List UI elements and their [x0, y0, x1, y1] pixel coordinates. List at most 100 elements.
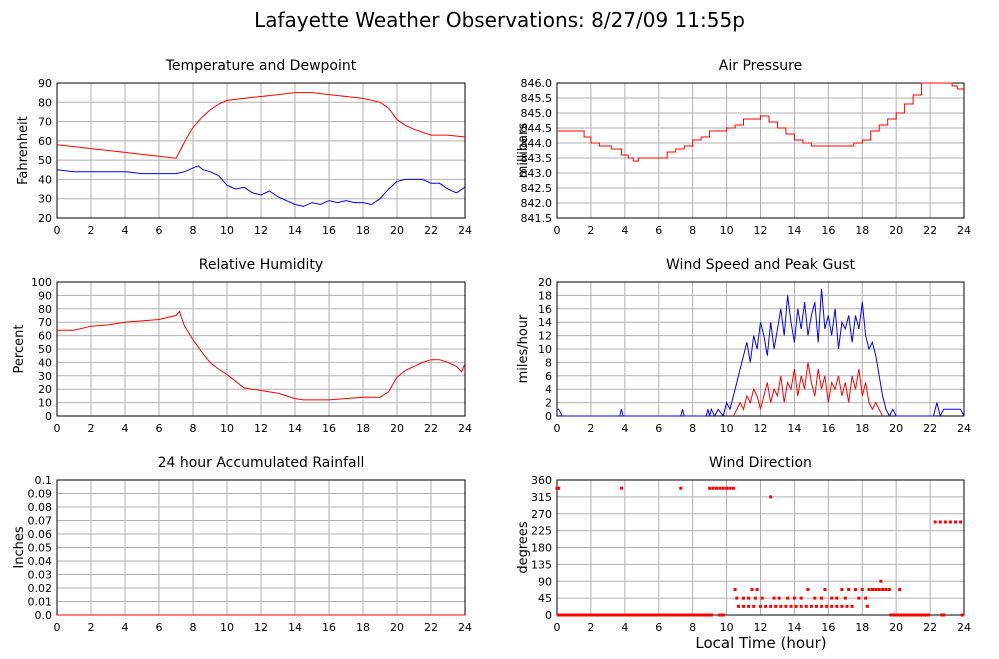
wind_direction-point [881, 588, 885, 591]
humidity-y-axis-label: Percent [12, 325, 27, 374]
pressure-chart-title: Air Pressure [719, 58, 802, 74]
wind_direction-point [865, 604, 869, 608]
wind_direction-point [843, 596, 847, 600]
wind_direction-point [759, 604, 762, 608]
wind_direction-point [853, 588, 857, 591]
humidity-x-tick-label: 2 [88, 422, 95, 435]
wind_direction-point [733, 588, 737, 591]
wind_direction-x-tick-label: 14 [787, 621, 801, 634]
humidity-x-tick-label: 22 [424, 422, 438, 435]
wind_direction-point [820, 604, 824, 608]
wind_direction-point [555, 486, 559, 490]
wind_direction-point [708, 486, 712, 490]
temperature-y-tick-label: 30 [38, 193, 52, 206]
wind_direction-point [860, 588, 864, 591]
wind_direction-point [728, 486, 732, 490]
wind_direction-x-tick-label: 24 [957, 621, 971, 634]
wind_direction-point [806, 588, 810, 591]
pressure-x-tick-label: 12 [754, 224, 768, 237]
wind_direction-point [789, 604, 793, 608]
temperature-y-axis-label: Fahrenheit [16, 116, 31, 185]
humidity-x-tick-label: 6 [156, 422, 163, 435]
wind_direction-point [799, 604, 803, 608]
rainfall-y-tick-label: 0.08 [28, 501, 53, 514]
wind_speed-y-tick-label: 16 [538, 303, 552, 316]
humidity-y-tick-label: 30 [38, 370, 52, 383]
humidity-x-tick-label: 16 [322, 422, 336, 435]
wind_direction-point [747, 604, 751, 608]
pressure-y-tick-label: 846.0 [521, 77, 553, 90]
pressure-y-tick-label: 845.0 [521, 107, 553, 120]
wind_speed-y-tick-label: 10 [538, 343, 552, 356]
wind_speed-x-tick-label: 8 [689, 422, 696, 435]
wind_direction-point [784, 604, 788, 608]
wind_direction-point [736, 604, 740, 608]
pressure-x-tick-label: 16 [821, 224, 835, 237]
temperature-x-tick-label: 18 [356, 224, 370, 237]
temperature-y-tick-label: 70 [38, 116, 52, 129]
wind_direction-y-tick-label: 315 [531, 491, 552, 504]
pressure-x-tick-label: 4 [621, 224, 628, 237]
wind_direction-y-tick-label: 90 [538, 575, 552, 588]
temperature-series-0-line [56, 92, 466, 159]
wind_direction-point [809, 604, 813, 608]
wind_direction-point [711, 486, 715, 490]
rainfall-x-tick-label: 12 [254, 621, 268, 634]
wind_speed-y-tick-label: 18 [538, 289, 552, 302]
humidity-y-tick-label: 40 [38, 356, 52, 369]
wind_speed-series-0-line [557, 288, 965, 418]
humidity-x-tick-label: 20 [390, 422, 404, 435]
wind_direction-point [870, 588, 874, 591]
rainfall-y-tick-label: 0.1 [35, 474, 53, 487]
wind_direction-point [840, 588, 844, 591]
wind_direction-y-tick-label: 0 [545, 609, 552, 622]
wind_direction-point [898, 588, 902, 591]
temperature-y-tick-label: 20 [38, 212, 52, 225]
wind_direction-point-band-3 [940, 613, 946, 617]
wind_direction-point [864, 596, 868, 600]
humidity-x-tick-label: 18 [356, 422, 370, 435]
wind_direction-y-tick-label: 45 [538, 592, 552, 605]
wind_direction-point [823, 588, 827, 591]
pressure-y-tick-label: 844.0 [521, 137, 553, 150]
temperature-chart-title: Temperature and Dewpoint [165, 58, 357, 74]
temperature-y-tick-label: 40 [38, 173, 52, 186]
wind_direction-point [825, 604, 829, 608]
wind_direction-point [764, 604, 768, 608]
humidity-y-tick-label: 0 [45, 410, 52, 423]
humidity-y-tick-label: 60 [38, 330, 52, 343]
humidity-x-tick-label: 8 [190, 422, 197, 435]
wind_direction-point [760, 596, 764, 600]
wind_speed-chart-title: Wind Speed and Peak Gust [666, 257, 855, 273]
wind_direction-point [799, 596, 803, 600]
wind_direction-point [804, 604, 808, 608]
wind_speed-plot-frame [556, 281, 965, 417]
temperature-x-tick-label: 6 [156, 224, 163, 237]
wind_speed-y-tick-label: 4 [545, 383, 552, 396]
rainfall-y-tick-label: 0.09 [28, 488, 53, 501]
rainfall-x-tick-label: 16 [322, 621, 336, 634]
pressure-y-tick-label: 842.0 [521, 197, 553, 210]
pressure-x-tick-label: 22 [923, 224, 937, 237]
temperature-x-tick-label: 20 [390, 224, 404, 237]
wind_direction-plot-frame [556, 479, 965, 616]
wind_direction-point [845, 604, 849, 608]
wind_speed-x-tick-label: 10 [720, 422, 734, 435]
rainfall-chart-title: 24 hour Accumulated Rainfall [158, 455, 365, 471]
pressure-y-axis-label: millibars [516, 123, 531, 179]
wind_direction-point [887, 588, 891, 591]
wind_direction-point [718, 486, 722, 490]
wind_direction-point [742, 604, 746, 608]
wind_direction-x-tick-label: 20 [889, 621, 903, 634]
pressure-x-tick-label: 14 [787, 224, 801, 237]
humidity-y-tick-label: 100 [31, 276, 52, 289]
wind_direction-point [755, 588, 759, 591]
wind_direction-point [750, 588, 754, 591]
rainfall-y-tick-label: 0.03 [28, 569, 53, 582]
wind_speed-x-tick-label: 6 [655, 422, 662, 435]
pressure-x-tick-label: 18 [855, 224, 869, 237]
rainfall-y-tick-label: 0.0 [35, 609, 53, 622]
wind_direction-point [742, 596, 746, 600]
wind_direction-point [774, 604, 778, 608]
